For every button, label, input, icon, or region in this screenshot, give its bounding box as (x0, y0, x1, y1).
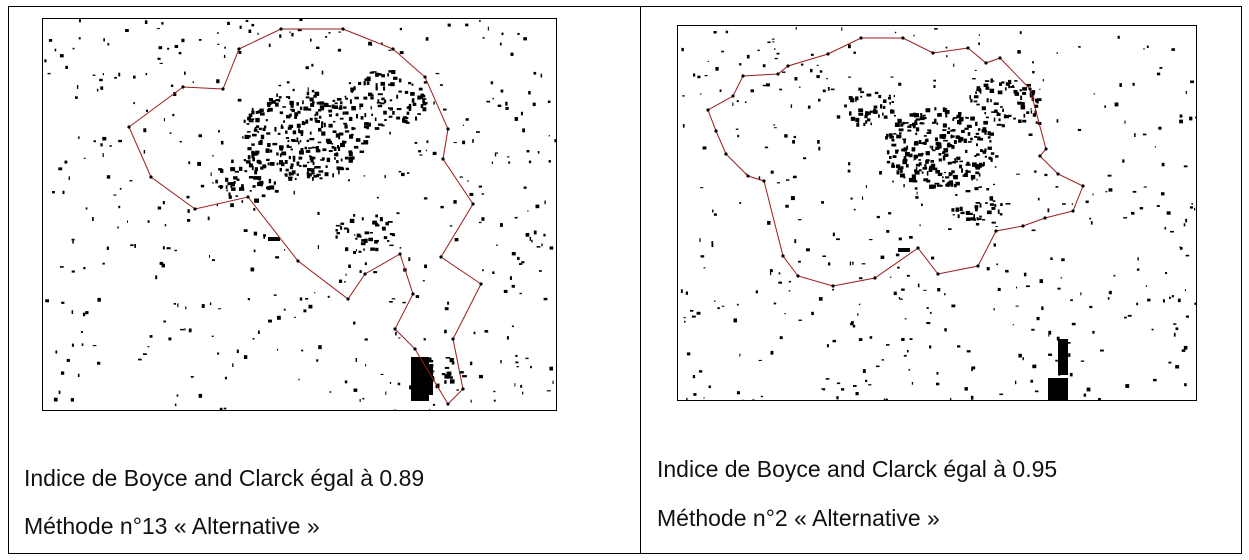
left-map-vertex (471, 202, 475, 206)
right-map-vertex (1056, 172, 1060, 176)
right-map-vertex (966, 46, 970, 50)
left-map-vertex (221, 87, 225, 91)
right-map-vertex (931, 51, 935, 55)
left-map-vertex (279, 27, 283, 31)
left-map-vertex (441, 157, 445, 161)
left-map-vertex (127, 125, 131, 129)
right-map-vertex (859, 36, 863, 40)
right-map-vertex (873, 276, 877, 280)
right-map-vertex (706, 108, 710, 112)
left-map-vertex (393, 327, 397, 331)
right-map-vertex (936, 272, 940, 276)
right-map-vertex (998, 56, 1002, 60)
left-map-vertex (413, 347, 417, 351)
right-map-vertex (1044, 147, 1048, 151)
right-map-vertex (776, 72, 780, 76)
settlement-map-method-13 (42, 18, 557, 411)
right-map-vertex (826, 52, 830, 56)
left-map-vertex (181, 85, 185, 89)
left-map-vertex (237, 47, 241, 51)
left-map-vertex (479, 282, 483, 286)
left-map-boundary (128, 28, 482, 405)
right-map-buildings (680, 27, 1196, 400)
left-map-vertex (296, 259, 300, 263)
right-map-vertex (994, 229, 998, 233)
right-map-vertex (1081, 184, 1085, 188)
right-map-vertex (984, 61, 988, 65)
left-map-vertex (411, 292, 415, 296)
comparison-table (8, 6, 1242, 554)
right-map-vertex (1021, 224, 1025, 228)
table-column-divider (640, 6, 641, 554)
left-map-vertex (398, 252, 402, 256)
left-map-vertex (341, 27, 345, 31)
left-map-buildings (44, 19, 556, 410)
right-map-vertex (724, 152, 728, 156)
right-map-vertex (1071, 209, 1075, 213)
map-canvas-left (44, 19, 556, 410)
left-map-vertex (451, 337, 455, 341)
left-map-vertex (461, 387, 465, 391)
right-map-vertex (741, 74, 745, 78)
method-label-left: Méthode n°13 « Alternative » (24, 513, 320, 539)
left-map-vertex (346, 297, 350, 301)
left-map-vertex (246, 195, 250, 199)
right-map-vertex (916, 246, 920, 250)
boyce-clarck-index-right: Indice de Boyce and Clarck égal à 0.95 (657, 456, 1058, 482)
left-map-vertex (363, 272, 367, 276)
left-map-vertex (446, 402, 450, 406)
left-map-vertex (423, 75, 427, 79)
right-map-vertex (1028, 87, 1032, 91)
left-map-vertex (193, 207, 197, 211)
settlement-map-method-2 (677, 25, 1197, 401)
right-map-vertex (976, 264, 980, 268)
right-map-vertex (731, 94, 735, 98)
map-canvas-right (680, 27, 1196, 400)
right-map-vertex (786, 64, 790, 68)
right-map-boundary (707, 37, 1084, 287)
left-map-vertex (446, 127, 450, 131)
right-map-vertex (1043, 216, 1047, 220)
right-map-vertex (762, 179, 766, 183)
left-map-vertex (391, 47, 395, 51)
right-map-vertex (714, 129, 718, 133)
right-map-vertex (901, 36, 905, 40)
right-map-vertex (1038, 154, 1042, 158)
right-map-vertex (796, 274, 800, 278)
right-map-vertex (746, 174, 750, 178)
method-label-right: Méthode n°2 « Alternative » (657, 505, 940, 531)
boyce-clarck-index-left: Indice de Boyce and Clarck égal à 0.89 (24, 465, 425, 491)
left-map-vertex (149, 175, 153, 179)
right-map-vertex (781, 254, 785, 258)
right-map-vertex (831, 284, 835, 288)
left-map-vertex (439, 255, 443, 259)
